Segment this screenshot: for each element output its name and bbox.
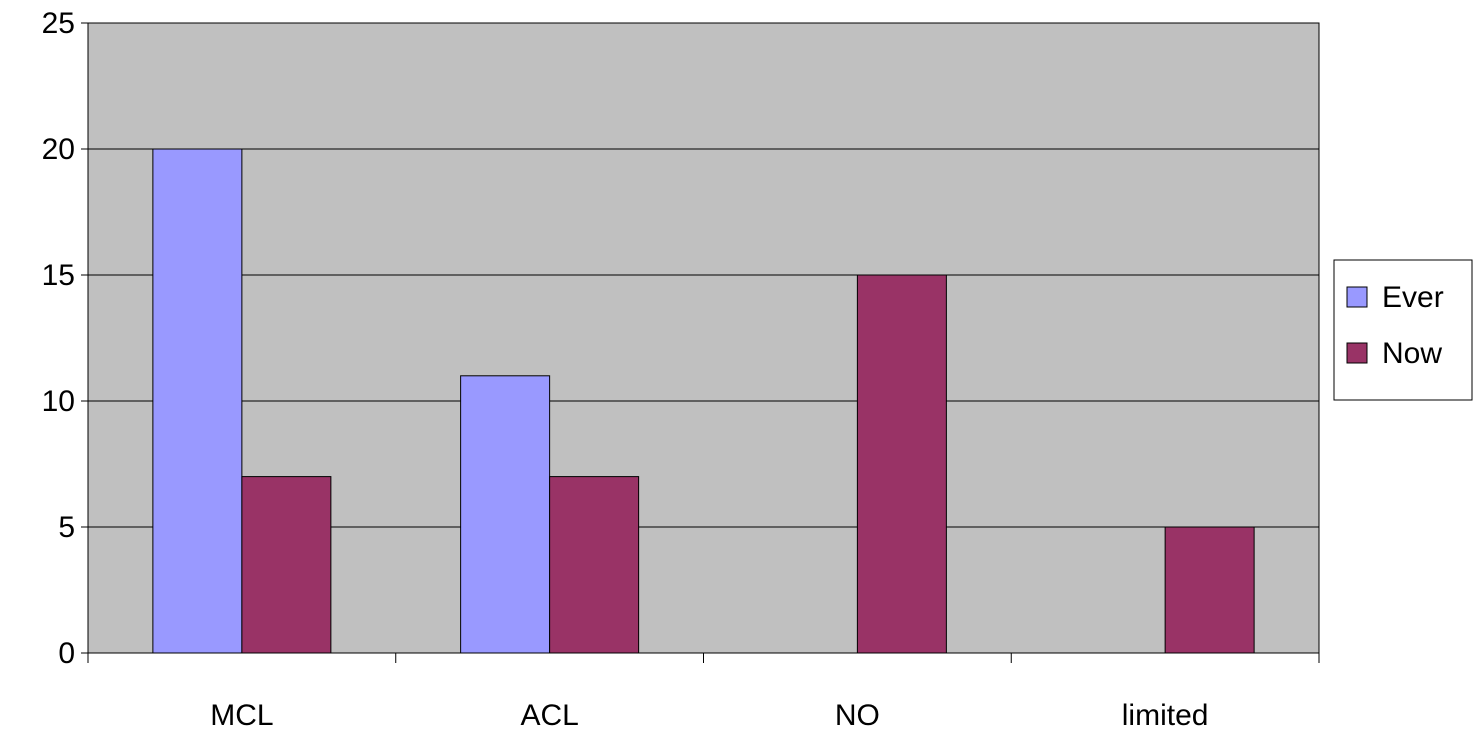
x-tick-label-mcl: MCL (210, 699, 273, 732)
x-tick-label-limited: limited (1122, 699, 1209, 732)
legend-label-now: Now (1382, 337, 1442, 370)
y-tick-label-0: 0 (58, 637, 75, 670)
bar-now-limited (1164, 526, 1255, 654)
bar-now-mcl (241, 476, 332, 654)
bar-now-no (856, 274, 947, 654)
y-tick-label-25: 25 (42, 7, 75, 40)
y-tick-label-15: 15 (42, 259, 75, 292)
bar-now-acl (549, 476, 640, 654)
x-tick-label-no: NO (835, 699, 880, 732)
bar-ever-acl (460, 375, 551, 654)
axes (81, 22, 1320, 663)
y-tick-labels: 0 5 10 15 20 25 (42, 7, 75, 670)
legend: Ever Now (1333, 259, 1473, 401)
legend-swatch-ever (1346, 286, 1368, 308)
y-tick-label-5: 5 (58, 511, 75, 544)
bar-ever-mcl (152, 148, 243, 654)
x-tick-labels: MCL ACL NO limited (210, 699, 1208, 732)
legend-label-ever: Ever (1382, 281, 1444, 314)
legend-swatch-now (1346, 342, 1368, 364)
x-tick-label-acl: ACL (520, 699, 578, 732)
y-tick-label-10: 10 (42, 385, 75, 418)
y-tick-label-20: 20 (42, 133, 75, 166)
legend-box (1333, 259, 1473, 401)
